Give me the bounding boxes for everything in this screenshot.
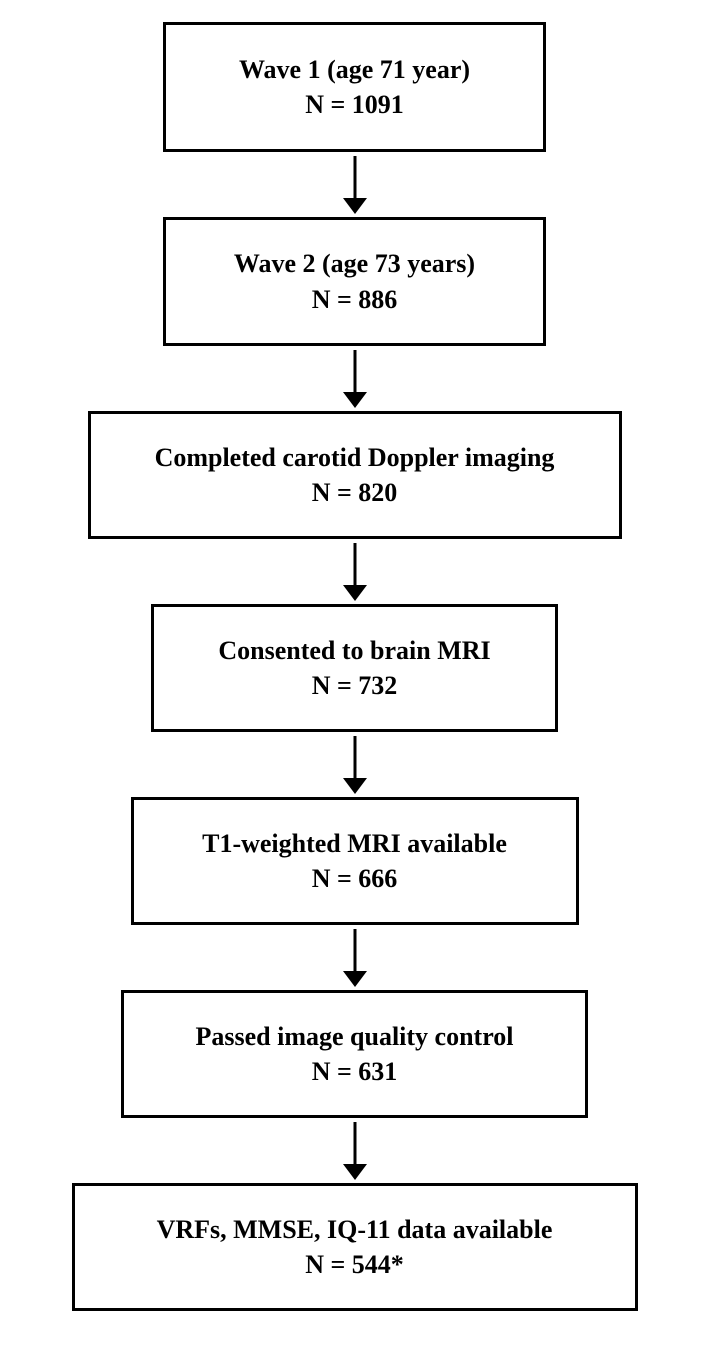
node-wave1: Wave 1 (age 71 year) N = 1091 (163, 22, 546, 152)
node-line1: Wave 1 (age 71 year) (239, 52, 470, 87)
arrow-0 (340, 152, 370, 217)
node-line2: N = 732 (312, 668, 398, 703)
arrow-down-icon (340, 736, 370, 794)
node-consent: Consented to brain MRI N = 732 (151, 604, 558, 732)
node-line1: Passed image quality control (195, 1019, 513, 1054)
arrow-1 (340, 346, 370, 411)
node-final: VRFs, MMSE, IQ-11 data available N = 544… (72, 1183, 638, 1311)
node-line1: VRFs, MMSE, IQ-11 data available (157, 1212, 553, 1247)
node-line1: T1-weighted MRI available (202, 826, 507, 861)
arrow-5 (340, 1118, 370, 1183)
arrow-4 (340, 925, 370, 990)
node-line2: N = 1091 (305, 87, 404, 122)
arrow-down-icon (340, 929, 370, 987)
arrow-down-icon (340, 543, 370, 601)
node-line2: N = 886 (312, 282, 398, 317)
arrow-down-icon (340, 350, 370, 408)
node-line1: Completed carotid Doppler imaging (155, 440, 555, 475)
node-line2: N = 631 (312, 1054, 398, 1089)
node-line1: Consented to brain MRI (218, 633, 490, 668)
arrow-down-icon (340, 1122, 370, 1180)
arrow-down-icon (340, 156, 370, 214)
node-line1: Wave 2 (age 73 years) (234, 246, 475, 281)
node-line2: N = 666 (312, 861, 398, 896)
node-doppler: Completed carotid Doppler imaging N = 82… (88, 411, 622, 539)
node-t1: T1-weighted MRI available N = 666 (131, 797, 579, 925)
node-line2: N = 544* (305, 1247, 404, 1282)
node-wave2: Wave 2 (age 73 years) N = 886 (163, 217, 546, 346)
arrow-3 (340, 732, 370, 797)
node-qc: Passed image quality control N = 631 (121, 990, 588, 1118)
flowchart-container: Wave 1 (age 71 year) N = 1091 Wave 2 (ag… (72, 22, 638, 1311)
node-line2: N = 820 (312, 475, 398, 510)
arrow-2 (340, 539, 370, 604)
